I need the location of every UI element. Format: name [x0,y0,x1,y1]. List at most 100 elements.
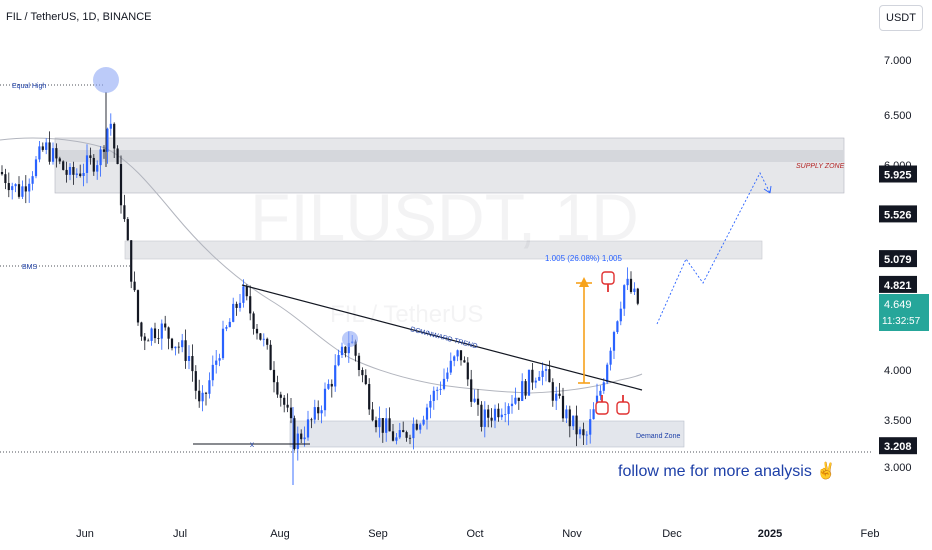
candle [255,324,259,340]
candle [68,163,72,181]
candle [187,345,191,370]
equal-high-marker [93,67,119,93]
candle [521,373,524,402]
price-label: 5.925 [879,165,917,183]
last-price-countdown: 11:32:57 [882,316,921,327]
price-label: 3.208 [879,437,917,455]
pointing-hand-icon [616,395,630,415]
candle [517,397,520,410]
candle [215,349,218,374]
pair-title: FIL / TetherUS, 1D, BINANCE [6,11,152,23]
candle [476,389,480,416]
candle [361,367,364,383]
candle [113,122,116,158]
price-label: 5.079 [879,250,917,268]
candle [153,322,157,344]
candle [609,347,612,371]
candle [558,382,561,399]
currency-button[interactable]: USDT [879,5,923,31]
svg-text:5.925: 5.925 [884,170,912,182]
candle [446,367,449,382]
candle [385,408,388,442]
candle [565,405,568,423]
candle [51,142,55,165]
price-label: 4.821 [879,275,917,293]
time-axis[interactable]: Jun Jul Aug Sep Oct Nov Dec 2025 Feb [76,528,879,540]
candle [82,163,85,187]
candle [422,415,425,426]
candle [89,147,92,165]
candle [262,333,265,347]
candle [544,365,548,382]
candle [174,346,177,356]
candle [279,391,282,407]
candle [140,321,143,341]
candle [381,417,384,443]
candle [575,405,578,447]
candle [306,410,310,441]
candle [514,387,517,405]
candle [24,175,27,204]
candle [585,431,588,445]
candle [28,178,31,203]
candle [116,145,119,165]
svg-text:3.208: 3.208 [884,441,912,453]
candle [164,315,167,331]
candle [419,422,422,434]
candle [405,430,408,442]
candle [218,353,221,367]
x-marker-label: x [250,440,254,449]
x-tick-label: Oct [466,528,483,540]
candle [470,369,473,407]
watermark-symbol: FILUSDT, 1D [250,180,639,254]
promo-text: follow me for more analysis ✌ [618,461,836,480]
candle [589,409,592,444]
candle [130,240,133,289]
swing-high-marker [342,331,358,347]
supply-zone-label: SUPPLY ZONE [796,163,845,170]
bms-label: BMS [22,264,38,271]
candle [286,393,289,413]
candle [310,417,313,429]
candle [572,415,575,431]
candle [402,421,405,433]
candle [126,217,129,241]
y-tick-label: 4.000 [884,365,912,377]
candle [415,419,418,431]
candle [245,284,248,301]
candle [344,346,347,358]
candle [123,194,126,222]
candle [429,394,432,419]
candle [626,267,629,291]
candle [449,352,452,375]
candle [184,329,187,369]
candle [102,145,106,159]
candle [442,368,446,391]
candle [490,408,493,428]
candle [211,355,214,387]
candle [459,350,463,366]
candle [0,165,4,176]
candle [388,407,391,432]
last-price-value: 4.649 [884,299,912,311]
x-tick-label: Dec [662,528,682,540]
candle [181,333,184,353]
candle [119,155,123,214]
candle [201,385,204,412]
trend-label: DOWNWARD TREND [409,326,478,350]
candle [235,301,238,316]
candle [510,395,514,414]
measure-tool [576,277,592,384]
x-tick-label: Nov [562,528,582,540]
candle [167,326,170,350]
last-price-tag: 4.649 11:32:57 [879,294,929,331]
candle [170,337,174,351]
candle [303,426,306,447]
candle [466,357,469,386]
candle [293,415,296,451]
candle [160,319,163,350]
candle [133,271,136,292]
candle [150,327,153,346]
candle [527,369,531,396]
